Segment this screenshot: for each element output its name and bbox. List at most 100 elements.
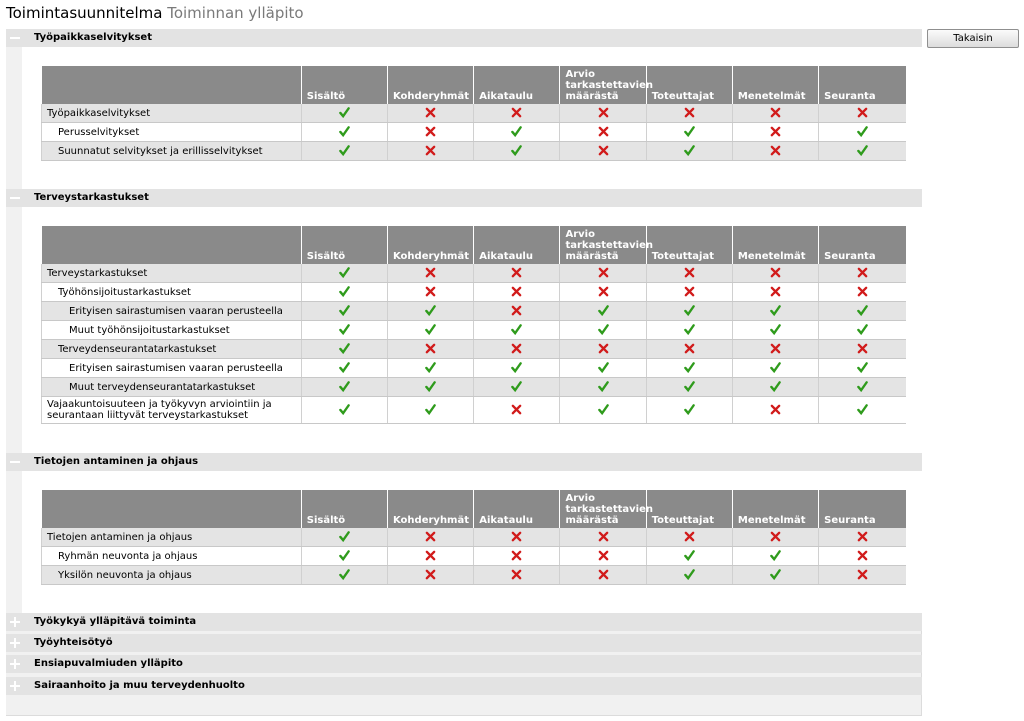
check-icon [683,324,695,336]
status-cell-monitoring [818,358,906,378]
check-icon [339,286,350,298]
status-cell-content [300,396,388,424]
status-cell-content [300,528,388,547]
status-cell-target-groups [386,358,474,378]
status-cell-implementers [645,358,733,378]
table-row[interactable]: Terveystarkastukset [41,264,906,283]
status-cell-methods [731,104,819,123]
row-label: Vajaakuntoisuuteen ja työkyvyn arviointi… [41,396,302,424]
expand-icon[interactable] [8,679,22,693]
status-cell-schedule [473,396,560,424]
table-row[interactable]: Muut työhönsijoitustarkastukset [41,320,906,340]
check-icon [339,404,350,416]
check-icon [339,569,350,581]
section-header[interactable]: Sairaanhoito ja muu terveydenhuolto [6,677,922,695]
check-icon [339,107,350,119]
column-header-schedule: Aikataulu [473,66,560,104]
check-icon [339,362,350,374]
table-row[interactable]: Terveydenseurantatarkastukset [41,339,906,359]
check-icon [597,305,609,317]
check-icon [511,362,523,374]
status-cell-schedule [473,264,560,283]
table-header-row: Sisältö Kohderyhmät Aikataulu Arvio tarkaste… [41,490,906,528]
section-header[interactable]: Terveystarkastukset [6,189,922,207]
check-icon [683,550,695,562]
column-header-implementers: Toteuttajat [645,66,733,104]
check-icon [597,381,609,393]
table-row[interactable]: Tietojen antaminen ja ohjaus [41,528,906,547]
row-label: Tietojen antaminen ja ohjaus [41,528,302,547]
cross-icon [770,267,781,278]
status-cell-implementers [645,396,733,424]
collapse-icon[interactable] [8,31,22,45]
row-label: Perusselvitykset [41,122,302,142]
section-header[interactable]: Työyhteisötyö [6,634,922,652]
expand-icon[interactable] [8,615,22,629]
check-icon [857,305,868,317]
table-row[interactable]: Perusselvitykset [41,122,906,142]
row-label: Työhönsijoitustarkastukset [41,282,302,302]
column-header-name [41,490,302,528]
status-cell-schedule [473,282,560,302]
table-row[interactable]: Työpaikkaselvitykset [41,104,906,123]
cross-icon [684,267,695,278]
check-icon [339,531,350,543]
table-row[interactable]: Vajaakuntoisuuteen ja työkyvyn arviointi… [41,396,906,424]
status-cell-estimate [559,282,647,302]
section-header[interactable]: Tietojen antaminen ja ohjaus [6,453,922,471]
status-cell-estimate [559,528,647,547]
check-icon [425,362,436,374]
cross-icon [511,404,522,415]
column-header-line: määrästä [565,251,619,262]
cross-icon [770,145,781,156]
cross-icon [425,343,436,354]
status-cell-schedule [473,358,560,378]
cross-icon [770,531,781,542]
cross-icon [511,107,522,118]
status-cell-monitoring [818,282,906,302]
check-icon [511,324,523,336]
check-icon [857,126,868,138]
back-button[interactable]: Takaisin [927,29,1019,48]
table-row[interactable]: Muut terveydenseurantatarkastukset [41,377,906,397]
status-cell-methods [731,301,819,321]
cross-icon [598,550,608,561]
status-cell-target-groups [386,565,474,585]
table-row[interactable]: Yksilön neuvonta ja ohjaus [41,565,906,585]
collapse-icon[interactable] [8,455,22,469]
status-cell-methods [731,528,819,547]
cross-icon [857,107,868,118]
section-title: Työkykyä ylläpitävä toiminta [34,616,197,627]
column-header-target-groups: Kohderyhmät [386,66,474,104]
expand-icon[interactable] [8,657,22,671]
table-row[interactable]: Erityisen sairastumisen vaaran perusteel… [41,301,906,321]
expand-icon[interactable] [8,636,22,650]
status-cell-content [300,122,388,142]
section-header[interactable]: Työpaikkaselvitykset [6,29,922,47]
column-header-line: tarkastettavien [565,240,653,251]
cross-icon [511,569,522,580]
column-header-line: Arvio [565,493,595,504]
section-header[interactable]: Ensiapuvalmiuden ylläpito [6,655,922,673]
status-cell-estimate [559,104,647,123]
status-cell-implementers [645,528,733,547]
status-cell-schedule [473,528,560,547]
status-cell-content [300,141,388,161]
section-title: Ensiapuvalmiuden ylläpito [34,658,183,669]
section-header[interactable]: Työkykyä ylläpitävä toiminta [6,613,922,631]
cross-icon [857,550,868,561]
status-cell-methods [731,546,819,566]
table-row[interactable]: Erityisen sairastumisen vaaran perusteel… [41,358,906,378]
section-body: Sisältö Kohderyhmät Aikataulu Arvio tarkaste… [22,47,922,189]
check-icon [339,381,350,393]
table-row[interactable]: Ryhmän neuvonta ja ohjaus [41,546,906,566]
collapse-icon[interactable] [8,191,22,205]
status-cell-schedule [473,339,560,359]
status-cell-monitoring [818,320,906,340]
status-cell-monitoring [818,396,906,424]
table-row[interactable]: Työhönsijoitustarkastukset [41,282,906,302]
column-header-content: Sisältö [300,226,388,264]
status-cell-monitoring [818,141,906,161]
table-row[interactable]: Suunnatut selvitykset ja erillisselvityk… [41,141,906,161]
check-icon [597,362,609,374]
